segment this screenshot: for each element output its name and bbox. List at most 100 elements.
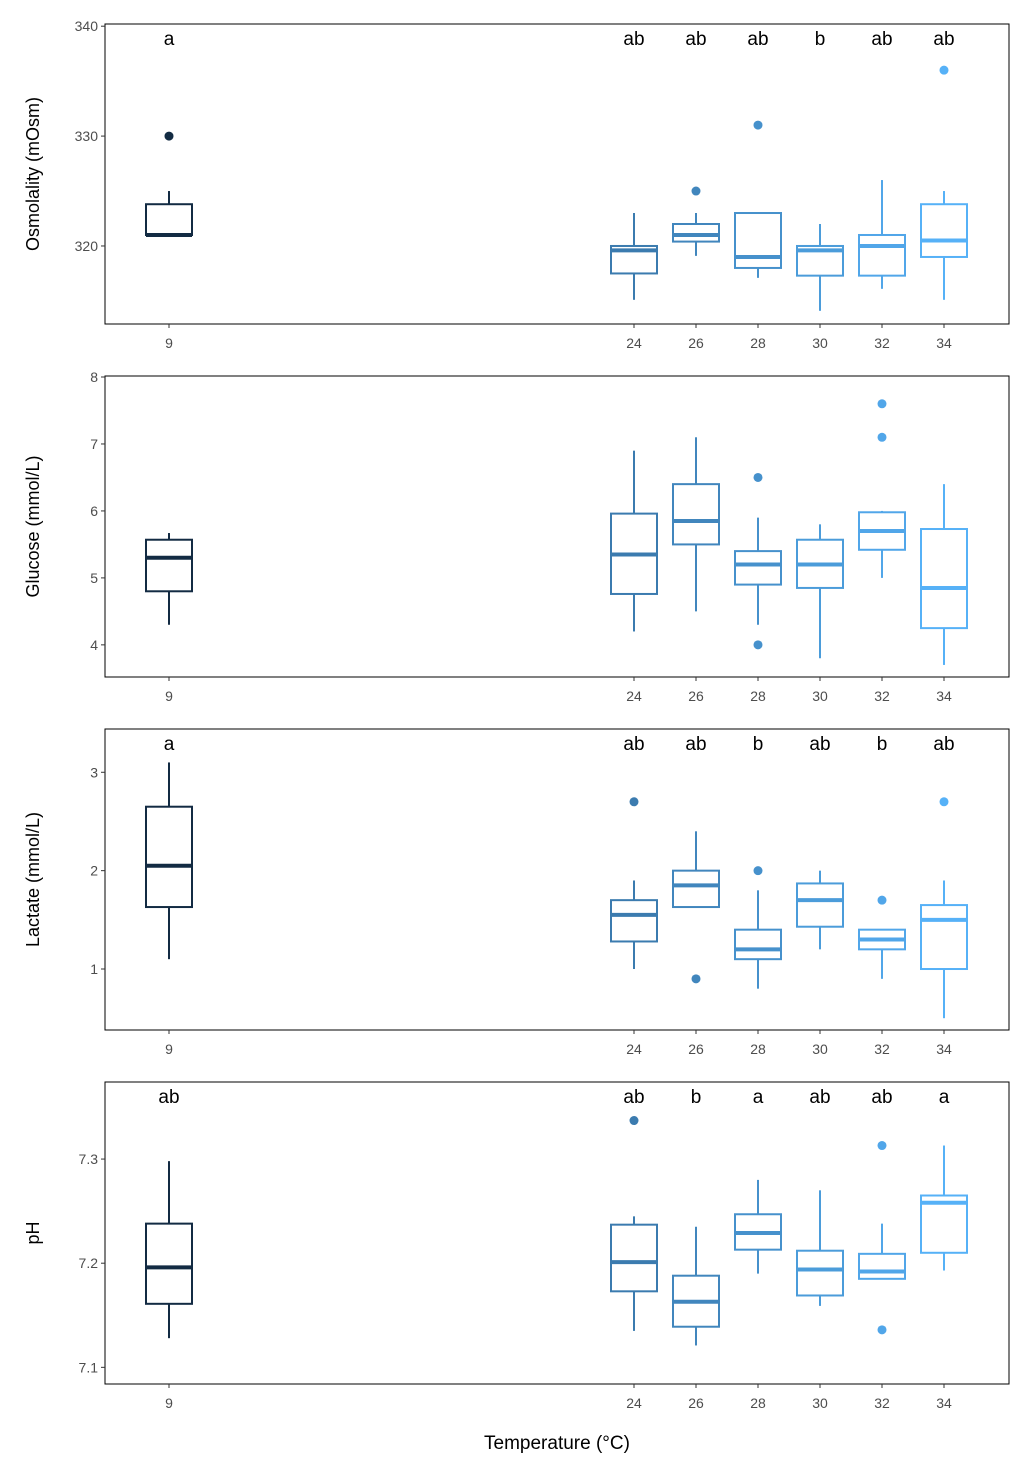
- y-tick-label: 7.1: [79, 1359, 99, 1375]
- plot-border: [104, 23, 1010, 325]
- x-tick-label: 34: [936, 335, 952, 351]
- outlier-point: [877, 1141, 887, 1151]
- box-30: [796, 870, 844, 950]
- box-iqr: [145, 805, 193, 909]
- x-tick-label: 30: [812, 688, 828, 704]
- x-tick-label: 30: [812, 1041, 828, 1057]
- box-28: [734, 1179, 782, 1274]
- box-32: [858, 895, 906, 979]
- y-axis-label: Lactate (mmol/L): [23, 812, 43, 947]
- outlier-point: [877, 399, 887, 409]
- plot-border: [104, 728, 1010, 1031]
- y-axis-label: pH: [23, 1221, 43, 1244]
- outlier-point: [877, 895, 887, 905]
- box-9: [145, 1161, 193, 1339]
- box-28: [734, 866, 782, 989]
- panel-2: 4 5 6 7 8 Glucose (mmol/L) 9 24 26 28 30 32 34: [23, 369, 1010, 704]
- x-tick-label: 32: [874, 335, 890, 351]
- significance-letter: ab: [623, 1087, 644, 1108]
- x-axis-label: Temperature (°C): [484, 1433, 630, 1454]
- x-tick-label: 9: [165, 335, 173, 351]
- box-9: [145, 533, 193, 625]
- box-26: [672, 437, 720, 612]
- y-tick-label: 340: [75, 18, 99, 34]
- y-tick-label: 330: [75, 128, 99, 144]
- panel-1: 320 330 340 Osmolality (mOsm) 9 a 24 ab 26 ab 28 ab…: [23, 18, 1010, 351]
- box-iqr: [672, 483, 720, 546]
- outlier-point: [691, 186, 701, 196]
- box-iqr: [920, 1194, 968, 1254]
- box-iqr: [610, 1223, 658, 1293]
- significance-letter: ab: [933, 734, 954, 755]
- x-tick-label: 28: [750, 688, 766, 704]
- box-iqr: [796, 1249, 844, 1297]
- box-24: [610, 1116, 658, 1331]
- significance-letter: ab: [685, 734, 706, 755]
- x-tick-label: 28: [750, 1041, 766, 1057]
- significance-letter: ab: [871, 1087, 892, 1108]
- box-iqr: [734, 212, 782, 269]
- box-iqr: [672, 869, 720, 909]
- box-32: [858, 180, 906, 289]
- box-iqr: [858, 1252, 906, 1280]
- significance-letter: ab: [685, 29, 706, 50]
- outlier-point: [939, 65, 949, 75]
- box-34: [920, 1145, 968, 1271]
- box-28: [734, 472, 782, 650]
- x-tick-label: 24: [626, 688, 642, 704]
- box-iqr: [610, 899, 658, 943]
- y-tick-label: 7.3: [79, 1151, 99, 1167]
- x-tick-label: 34: [936, 688, 952, 704]
- y-tick-label: 320: [75, 238, 99, 254]
- outlier-point: [877, 432, 887, 442]
- box-34: [920, 484, 968, 665]
- box-iqr: [734, 928, 782, 961]
- significance-letter: ab: [809, 1087, 830, 1108]
- x-tick-label: 26: [688, 1041, 704, 1057]
- box-24: [610, 213, 658, 300]
- significance-letter: a: [753, 1087, 764, 1108]
- significance-letter: b: [877, 734, 888, 755]
- plot-border: [104, 375, 1010, 678]
- x-tick-label: 24: [626, 1041, 642, 1057]
- significance-letter: b: [815, 29, 826, 50]
- x-tick-label: 32: [874, 1395, 890, 1411]
- significance-letter: ab: [933, 29, 954, 50]
- box-iqr: [858, 233, 906, 277]
- box-34: [920, 65, 968, 300]
- box-iqr: [920, 528, 968, 630]
- box-26: [672, 1226, 720, 1346]
- x-tick-label: 28: [750, 1395, 766, 1411]
- box-iqr: [145, 203, 193, 236]
- x-tick-label: 9: [165, 1395, 173, 1411]
- box-iqr: [672, 223, 720, 243]
- x-tick-label: 34: [936, 1395, 952, 1411]
- x-tick-label: 26: [688, 1395, 704, 1411]
- significance-letter: ab: [623, 29, 644, 50]
- x-tick-label: 32: [874, 1041, 890, 1057]
- outlier-point: [629, 1116, 639, 1126]
- box-30: [796, 524, 844, 659]
- significance-letter: ab: [158, 1087, 179, 1108]
- outlier-point: [691, 974, 701, 984]
- x-tick-label: 34: [936, 1041, 952, 1057]
- outlier-point: [939, 797, 949, 807]
- box-24: [610, 450, 658, 632]
- box-32: [858, 399, 906, 578]
- outlier-point: [753, 120, 763, 130]
- y-tick-label: 2: [90, 863, 98, 879]
- y-tick-label: 3: [90, 764, 98, 780]
- y-tick-label: 4: [90, 637, 98, 653]
- x-tick-label: 26: [688, 335, 704, 351]
- box-26: [672, 186, 720, 256]
- box-30: [796, 1190, 844, 1306]
- significance-letter: ab: [623, 734, 644, 755]
- panel-3: 1 2 3 Lactate (mmol/L) 9 a 24 ab 26 ab 28 b 30 ab 32 b 3…: [23, 728, 1010, 1057]
- x-tick-label: 9: [165, 688, 173, 704]
- outlier-point: [164, 131, 174, 141]
- x-tick-label: 9: [165, 1041, 173, 1057]
- significance-letter: ab: [747, 29, 768, 50]
- box-iqr: [145, 1222, 193, 1305]
- y-tick-label: 7: [90, 436, 98, 452]
